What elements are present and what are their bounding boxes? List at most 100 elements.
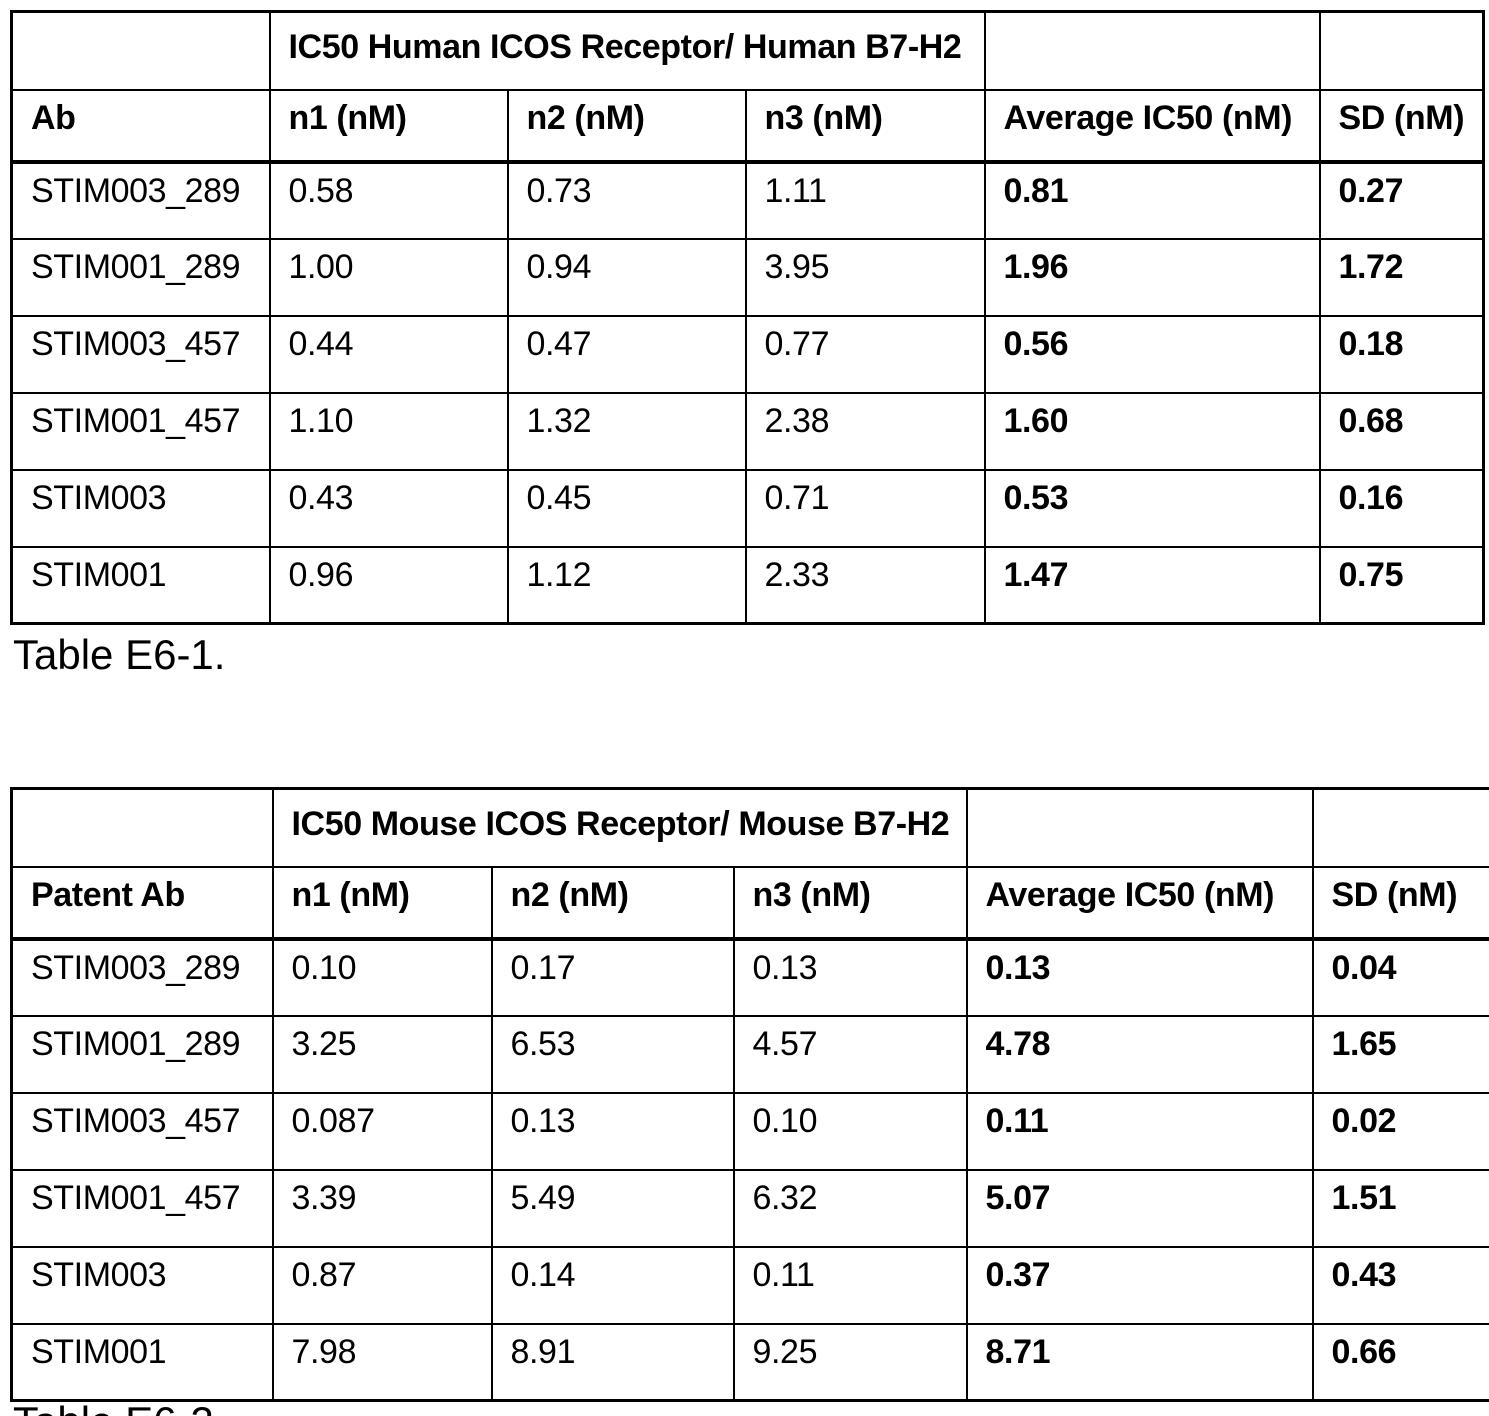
table-row: STIM001_289 1.00 0.94 3.95 1.96 1.72 xyxy=(10,237,1485,317)
table-row: STIM001_457 3.39 5.49 6.32 5.07 1.51 xyxy=(10,1168,1489,1248)
average-cell: 1.60 xyxy=(983,391,1321,471)
sd-cell: 1.72 xyxy=(1318,237,1485,317)
n2-cell: 1.32 xyxy=(506,391,747,471)
empty-cell xyxy=(10,787,274,868)
col-header-average: Average IC50 (nM) xyxy=(965,865,1314,941)
sd-cell: 0.18 xyxy=(1318,314,1485,394)
empty-cell xyxy=(965,787,1314,868)
group-header-row: IC50 Human ICOS Receptor/ Human B7-H2 xyxy=(10,10,1485,91)
sd-cell: 0.75 xyxy=(1318,545,1485,625)
n3-cell: 0.11 xyxy=(732,1245,968,1325)
empty-cell xyxy=(1318,10,1485,91)
n2-cell: 1.12 xyxy=(506,545,747,625)
empty-cell xyxy=(983,10,1321,91)
col-header-n1: n1 (nM) xyxy=(268,88,509,164)
n2-cell: 0.45 xyxy=(506,468,747,548)
table-row: STIM001_289 3.25 6.53 4.57 4.78 1.65 xyxy=(10,1014,1489,1094)
ic50-mouse-table: IC50 Mouse ICOS Receptor/ Mouse B7-H2 Pa… xyxy=(10,787,1489,1402)
table-row: STIM003 0.87 0.14 0.11 0.37 0.43 xyxy=(10,1245,1489,1325)
n2-cell: 0.94 xyxy=(506,237,747,317)
table-caption: Table E6-1. xyxy=(13,631,226,678)
row-label-cell: STIM001 xyxy=(10,1322,274,1402)
n3-cell: 0.10 xyxy=(732,1091,968,1171)
col-header-ab: Ab xyxy=(10,88,271,164)
n3-cell: 2.38 xyxy=(744,391,986,471)
column-header-row: Ab n1 (nM) n2 (nM) n3 (nM) Average IC50 … xyxy=(10,88,1485,164)
n3-cell: 0.13 xyxy=(732,937,968,1017)
n3-cell: 3.95 xyxy=(744,237,986,317)
row-label-cell: STIM003_457 xyxy=(10,1091,274,1171)
row-label-cell: STIM001_457 xyxy=(10,1168,274,1248)
average-cell: 0.37 xyxy=(965,1245,1314,1325)
empty-cell xyxy=(1311,787,1489,868)
n2-cell: 0.47 xyxy=(506,314,747,394)
n2-cell: 8.91 xyxy=(490,1322,735,1402)
average-cell: 0.11 xyxy=(965,1091,1314,1171)
sd-cell: 1.65 xyxy=(1311,1014,1489,1094)
group-header-row: IC50 Mouse ICOS Receptor/ Mouse B7-H2 xyxy=(10,787,1489,868)
n1-cell: 1.10 xyxy=(268,391,509,471)
col-header-n1: n1 (nM) xyxy=(271,865,493,941)
n1-cell: 0.58 xyxy=(268,160,509,240)
n1-cell: 0.44 xyxy=(268,314,509,394)
row-label-cell: STIM001 xyxy=(10,545,271,625)
n1-cell: 3.25 xyxy=(271,1014,493,1094)
n2-cell: 0.17 xyxy=(490,937,735,1017)
table-row: STIM001_457 1.10 1.32 2.38 1.60 0.68 xyxy=(10,391,1485,471)
average-cell: 8.71 xyxy=(965,1322,1314,1402)
sd-cell: 0.16 xyxy=(1318,468,1485,548)
sd-cell: 0.04 xyxy=(1311,937,1489,1017)
n1-cell: 0.87 xyxy=(271,1245,493,1325)
sd-cell: 0.66 xyxy=(1311,1322,1489,1402)
n1-cell: 0.087 xyxy=(271,1091,493,1171)
average-cell: 0.53 xyxy=(983,468,1321,548)
col-header-sd: SD (nM) xyxy=(1318,88,1485,164)
empty-cell xyxy=(10,10,271,91)
col-header-sd: SD (nM) xyxy=(1311,865,1489,941)
n2-cell: 6.53 xyxy=(490,1014,735,1094)
table-row: STIM003_457 0.087 0.13 0.10 0.11 0.02 xyxy=(10,1091,1489,1171)
n3-cell: 0.77 xyxy=(744,314,986,394)
row-label-cell: STIM003_457 xyxy=(10,314,271,394)
table-caption-clipped: Table E6-2. xyxy=(13,1398,225,1416)
average-cell: 1.96 xyxy=(983,237,1321,317)
table-row: STIM001 7.98 8.91 9.25 8.71 0.66 xyxy=(10,1322,1489,1402)
n2-cell: 0.14 xyxy=(490,1245,735,1325)
n1-cell: 3.39 xyxy=(271,1168,493,1248)
n3-cell: 0.71 xyxy=(744,468,986,548)
col-header-n3: n3 (nM) xyxy=(744,88,986,164)
sd-cell: 1.51 xyxy=(1311,1168,1489,1248)
col-header-n2: n2 (nM) xyxy=(506,88,747,164)
n3-cell: 1.11 xyxy=(744,160,986,240)
row-label-cell: STIM003 xyxy=(10,468,271,548)
n1-cell: 0.10 xyxy=(271,937,493,1017)
row-label-cell: STIM001_457 xyxy=(10,391,271,471)
n1-cell: 1.00 xyxy=(268,237,509,317)
column-header-row: Patent Ab n1 (nM) n2 (nM) n3 (nM) Averag… xyxy=(10,865,1489,941)
average-cell: 1.47 xyxy=(983,545,1321,625)
table-row: STIM003_289 0.10 0.17 0.13 0.13 0.04 xyxy=(10,937,1489,1017)
sd-cell: 0.27 xyxy=(1318,160,1485,240)
col-header-average: Average IC50 (nM) xyxy=(983,88,1321,164)
n1-cell: 0.96 xyxy=(268,545,509,625)
n3-cell: 9.25 xyxy=(732,1322,968,1402)
n3-cell: 2.33 xyxy=(744,545,986,625)
average-cell: 5.07 xyxy=(965,1168,1314,1248)
col-header-n2: n2 (nM) xyxy=(490,865,735,941)
row-label-cell: STIM001_289 xyxy=(10,1014,274,1094)
row-label-cell: STIM003_289 xyxy=(10,160,271,240)
group-header-cell: IC50 Mouse ICOS Receptor/ Mouse B7-H2 xyxy=(271,787,968,868)
row-label-cell: STIM003 xyxy=(10,1245,274,1325)
table-row: STIM001 0.96 1.12 2.33 1.47 0.75 xyxy=(10,545,1485,625)
table-row: STIM003_289 0.58 0.73 1.11 0.81 0.27 xyxy=(10,160,1485,240)
n2-cell: 0.13 xyxy=(490,1091,735,1171)
average-cell: 0.13 xyxy=(965,937,1314,1017)
row-label-cell: STIM003_289 xyxy=(10,937,274,1017)
group-header-cell: IC50 Human ICOS Receptor/ Human B7-H2 xyxy=(268,10,986,91)
average-cell: 0.56 xyxy=(983,314,1321,394)
n2-cell: 5.49 xyxy=(490,1168,735,1248)
row-label-cell: STIM001_289 xyxy=(10,237,271,317)
n3-cell: 4.57 xyxy=(732,1014,968,1094)
ic50-human-table: IC50 Human ICOS Receptor/ Human B7-H2 Ab… xyxy=(10,10,1485,625)
